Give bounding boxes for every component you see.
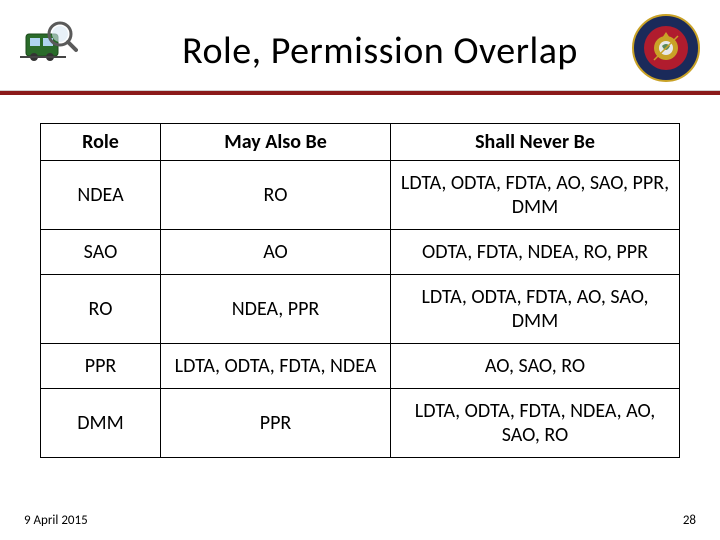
cell-role: SAO xyxy=(41,230,161,275)
col-header-role: Role xyxy=(41,124,161,161)
permission-table: Role May Also Be Shall Never Be NDEA RO … xyxy=(40,123,680,458)
cell-may-also-be: RO xyxy=(161,161,391,230)
slide-content: Role May Also Be Shall Never Be NDEA RO … xyxy=(0,95,720,458)
cell-shall-never-be: ODTA, FDTA, NDEA, RO, PPR xyxy=(391,230,680,275)
cell-shall-never-be: AO, SAO, RO xyxy=(391,344,680,389)
col-header-shall-never-be: Shall Never Be xyxy=(391,124,680,161)
cell-may-also-be: PPR xyxy=(161,389,391,458)
cell-shall-never-be: LDTA, ODTA, FDTA, NDEA, AO, SAO, RO xyxy=(391,389,680,458)
cell-role: DMM xyxy=(41,389,161,458)
table-row: NDEA RO LDTA, ODTA, FDTA, AO, SAO, PPR, … xyxy=(41,161,680,230)
footer-date: 9 April 2015 xyxy=(24,513,88,528)
train-magnify-icon xyxy=(20,20,78,62)
table-header-row: Role May Also Be Shall Never Be xyxy=(41,124,680,161)
slide-footer: 9 April 2015 28 xyxy=(24,513,696,528)
title-underline xyxy=(0,90,720,95)
cell-role: PPR xyxy=(41,344,161,389)
cell-shall-never-be: LDTA, ODTA, FDTA, AO, SAO, DMM xyxy=(391,275,680,344)
cell-role: RO xyxy=(41,275,161,344)
page-title: Role, Permission Overlap xyxy=(20,10,700,74)
table-row: RO NDEA, PPR LDTA, ODTA, FDTA, AO, SAO, … xyxy=(41,275,680,344)
cell-may-also-be: NDEA, PPR xyxy=(161,275,391,344)
table-row: DMM PPR LDTA, ODTA, FDTA, NDEA, AO, SAO,… xyxy=(41,389,680,458)
col-header-may-also-be: May Also Be xyxy=(161,124,391,161)
cell-shall-never-be: LDTA, ODTA, FDTA, AO, SAO, PPR, DMM xyxy=(391,161,680,230)
cell-may-also-be: LDTA, ODTA, FDTA, NDEA xyxy=(161,344,391,389)
cell-may-also-be: AO xyxy=(161,230,391,275)
footer-page-number: 28 xyxy=(683,513,696,528)
table-row: SAO AO ODTA, FDTA, NDEA, RO, PPR xyxy=(41,230,680,275)
slide-header: Role, Permission Overlap xyxy=(0,0,720,95)
table-row: PPR LDTA, ODTA, FDTA, NDEA AO, SAO, RO xyxy=(41,344,680,389)
cell-role: NDEA xyxy=(41,161,161,230)
usmc-seal-icon xyxy=(632,14,700,82)
